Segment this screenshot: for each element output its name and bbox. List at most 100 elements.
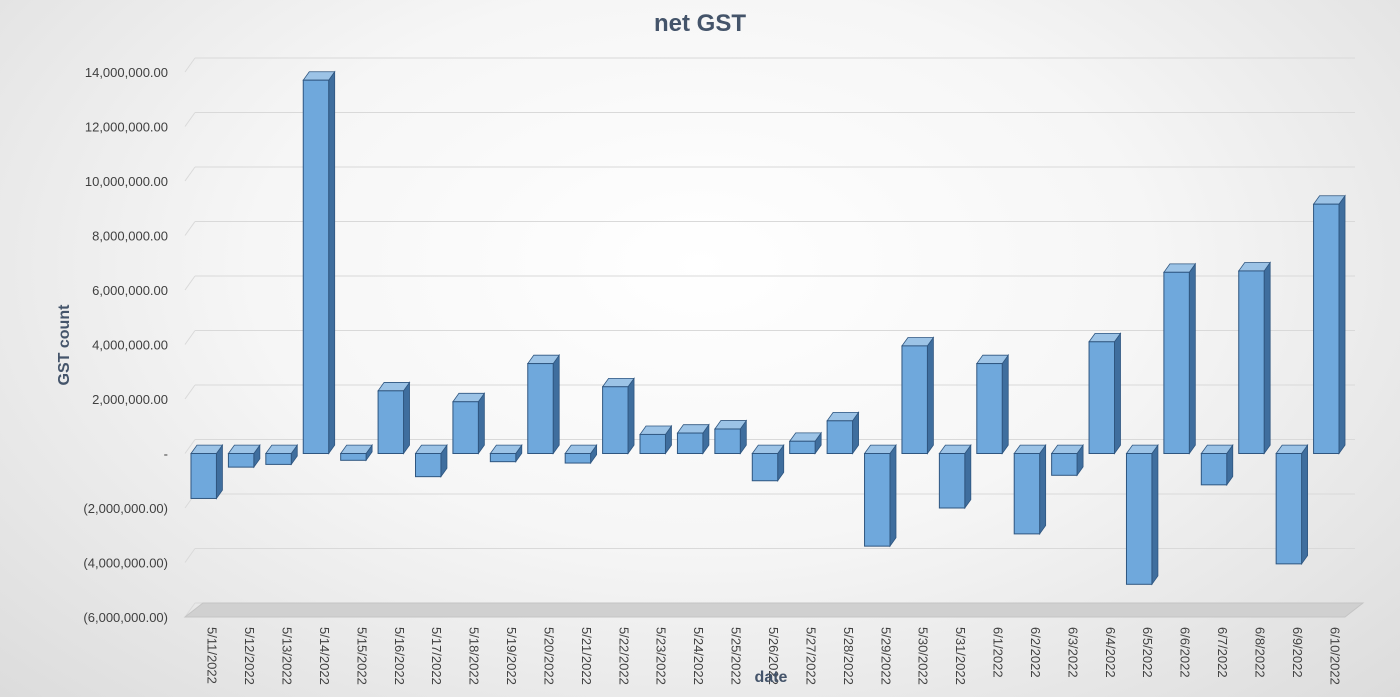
bar-side [927,336,934,455]
x-tick-label: 5/20/2022 [541,627,556,685]
x-tick-label: 6/8/2022 [1252,627,1267,678]
x-tick-label: 5/12/2022 [242,627,257,685]
bar-side [627,377,635,455]
bar-top [1088,332,1122,343]
x-tick-label: 5/18/2022 [467,627,482,685]
bar-top [265,444,299,454]
y-tick-label: 2,000,000.00 [92,392,168,407]
bar [190,453,217,499]
bar-top [489,444,523,454]
chart-title: net GST [653,10,746,37]
x-tick-label: 6/4/2022 [1103,627,1118,678]
x-tick-label: 5/24/2022 [691,627,706,685]
gridline-side [184,275,196,291]
bar-top [976,354,1010,364]
bar [901,345,928,454]
bar-top [863,444,897,454]
bar-top [639,425,673,435]
x-tick-label: 5/26/2022 [766,627,781,685]
bar [489,453,517,463]
bar [1275,453,1303,565]
x-tick-label: 6/1/2022 [991,627,1006,678]
x-tick-label: 6/5/2022 [1140,627,1155,678]
bar [639,433,666,454]
bar [864,453,891,547]
bar-side [328,70,336,455]
bar-top [601,377,635,388]
bar-top [901,337,935,347]
x-tick-label: 6/6/2022 [1178,627,1193,678]
bar-side [1263,261,1271,455]
x-tick-label: 5/27/2022 [803,627,818,685]
bar-top [1275,444,1309,454]
gridline-side [184,166,196,182]
x-tick-label: 6/10/2022 [1327,627,1342,685]
bar-top [339,444,373,454]
bar [751,453,779,482]
bar [1125,453,1153,585]
bar-side [552,353,560,455]
bar [227,453,255,468]
bar-side [216,443,223,500]
bar-side [1039,443,1047,536]
y-tick-label: (2,000,000.00) [83,501,168,516]
x-tick-label: 6/2/2022 [1028,627,1043,678]
gridline-side [184,57,196,73]
y-tick-label: 4,000,000.00 [92,338,168,353]
x-tick-label: 5/14/2022 [317,627,332,685]
bar-top [302,71,336,81]
y-tick-label: 8,000,000.00 [92,229,168,244]
bar [1200,453,1228,486]
bar-top [1163,263,1197,273]
bar-side [403,381,410,455]
gridline-side [184,384,196,400]
x-tick-label: 5/22/2022 [616,627,631,685]
x-tick-label: 5/21/2022 [579,627,594,685]
bar [602,386,629,454]
bar [265,453,292,465]
bar [938,453,966,509]
bar-side [1188,262,1196,455]
bar-top [676,424,710,434]
x-tick-label: 6/7/2022 [1215,627,1230,678]
bar-top [227,444,261,454]
bar-top [564,444,598,454]
x-tick-label: 6/3/2022 [1065,627,1080,678]
bar-top [414,444,448,454]
bar-top [1125,444,1159,454]
bar-top [526,354,560,364]
bar [527,363,554,455]
y-tick-label: (4,000,000.00) [83,556,168,571]
x-tick-label: 5/16/2022 [392,627,407,685]
bar-top [826,411,860,422]
bar-top [1237,262,1271,272]
gridline-side [184,439,196,454]
bar-side [1151,443,1159,586]
bar [976,363,1003,455]
x-tick-label: 5/23/2022 [654,627,669,685]
bar-side [889,443,897,548]
gridline-side [184,548,196,563]
x-tick-label: 5/15/2022 [354,627,369,685]
bar [452,401,479,455]
bar-side [1301,443,1308,566]
x-tick-label: 6/9/2022 [1290,627,1305,678]
bar-top [1200,444,1234,454]
bar-top [751,444,785,454]
bar-top [1312,195,1346,205]
bar [1163,271,1190,454]
bar-top [452,392,486,403]
x-tick-label: 5/30/2022 [916,627,931,685]
bar [302,79,330,455]
bar [1088,341,1115,454]
x-tick-label: 5/28/2022 [841,627,856,685]
x-tick-label: 5/31/2022 [953,627,968,685]
x-tick-label: 5/19/2022 [504,627,519,685]
bar-top [377,382,411,392]
bar [826,420,854,454]
bar [377,390,405,455]
bar-top [190,444,224,454]
bar-top [788,432,822,442]
